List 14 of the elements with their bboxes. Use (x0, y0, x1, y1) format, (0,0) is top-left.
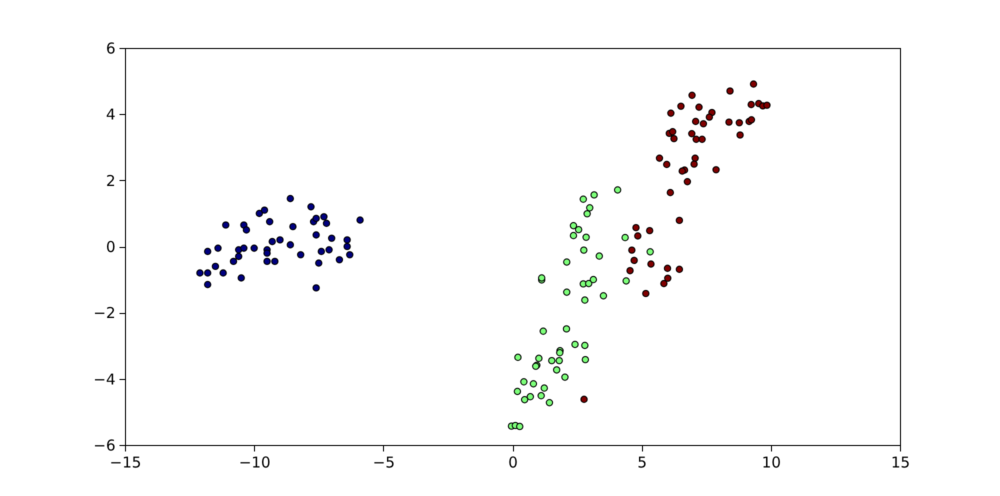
y-tick-label: 4 (106, 106, 116, 124)
y-tick-label: 2 (106, 172, 116, 190)
x-tick-label: −10 (238, 454, 270, 472)
y-tick-label: 0 (106, 238, 116, 256)
x-tick-label: 15 (890, 454, 910, 472)
x-tick-label: −5 (372, 454, 395, 472)
x-tick-label: −15 (110, 454, 142, 472)
x-tick-label: 5 (637, 454, 647, 472)
x-tick-label: 10 (762, 454, 781, 472)
y-tick-label: −2 (93, 304, 116, 322)
y-tick-label: 6 (106, 40, 116, 58)
x-tick-label: 0 (508, 454, 518, 472)
y-tick-label: −4 (93, 370, 116, 388)
y-tick-label: −6 (93, 436, 116, 454)
